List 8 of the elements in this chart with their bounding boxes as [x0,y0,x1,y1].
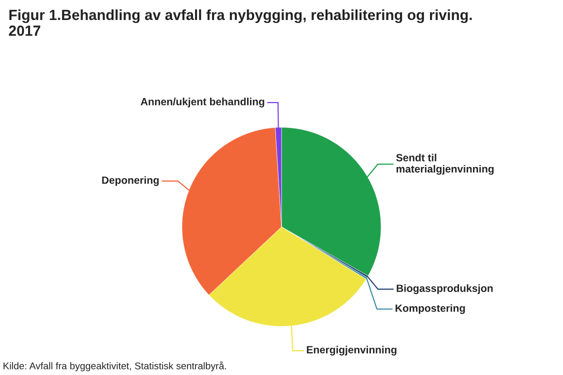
slice-label: Biogassproduksjon [396,284,493,294]
text: Kilde: Avfall fra byggeaktivitet, Statistisk sentralbyrå. [4,361,226,372]
slice-label: Kompostering [396,304,465,314]
slice-label: Annen/ukjent behandling [140,98,264,108]
slice-label: Deponering [102,176,159,186]
slice-label: Sendt til materialgjenvinning [396,154,494,175]
chart-title: Figur 1.Behandling av avfall fra nybygging, rehabilitering og riving. 2017 [8,9,472,36]
slice-label: Energigjenvinning [306,346,396,356]
